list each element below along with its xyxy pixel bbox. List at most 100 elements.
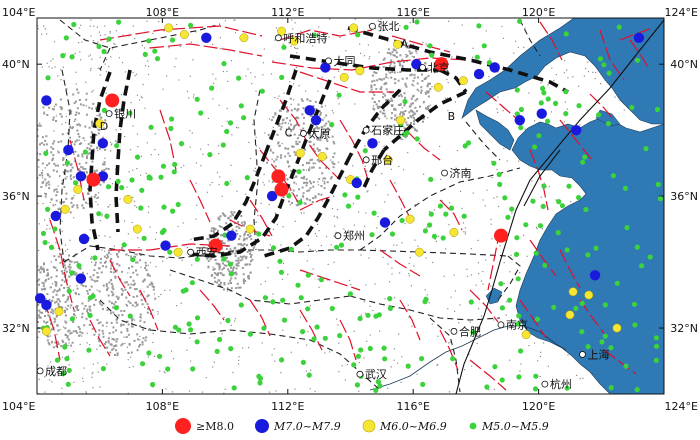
microseismic-dot (221, 240, 224, 243)
microseismic-dot (282, 226, 284, 228)
quake-m5 (66, 367, 72, 373)
microseismic-dot (422, 101, 425, 104)
microseismic-dot (52, 296, 55, 299)
quake-m5 (170, 208, 176, 214)
microseismic-dot (464, 231, 467, 233)
microseismic-dot (115, 141, 117, 143)
quake-m7 (473, 68, 485, 80)
microseismic-dot (110, 290, 113, 293)
microseismic-dot (393, 118, 396, 121)
microseismic-dot (105, 284, 108, 287)
microseismic-dot (443, 275, 445, 277)
microseismic-dot (186, 90, 188, 92)
lat-tick-label-right: 32°N (670, 322, 698, 335)
lon-tick-label-top: 124°E (665, 6, 698, 19)
microseismic-dot (294, 47, 296, 49)
microseismic-dot (420, 86, 423, 89)
microseismic-dot (448, 391, 451, 393)
microseismic-dot (112, 292, 114, 294)
quake-m5 (514, 87, 520, 93)
microseismic-dot (87, 292, 89, 295)
microseismic-dot (582, 377, 584, 379)
microseismic-dot (262, 62, 264, 64)
city-label: 邢台 (371, 153, 393, 167)
microseismic-dot (410, 51, 413, 54)
microseismic-dot (406, 54, 409, 57)
microseismic-dot (250, 251, 252, 253)
microseismic-dot (297, 342, 299, 344)
microseismic-dot (149, 262, 152, 264)
microseismic-dot (220, 226, 223, 228)
microseismic-dot (295, 66, 297, 69)
microseismic-dot (82, 166, 84, 168)
microseismic-dot (56, 324, 59, 327)
microseismic-dot (62, 340, 65, 343)
microseismic-dot (54, 318, 57, 321)
microseismic-dot (239, 255, 242, 258)
quake-m7 (78, 233, 90, 245)
microseismic-dot (277, 142, 280, 145)
quake-m5 (278, 269, 284, 275)
microseismic-dot (285, 174, 287, 176)
quake-m6 (405, 214, 415, 224)
microseismic-dot (270, 148, 272, 150)
microseismic-dot (464, 227, 466, 229)
microseismic-dot (391, 51, 394, 54)
microseismic-dot (309, 140, 312, 143)
microseismic-dot (139, 259, 142, 262)
microseismic-dot (135, 301, 138, 304)
microseismic-dot (80, 142, 83, 145)
microseismic-dot (344, 176, 347, 179)
microseismic-dot (94, 280, 97, 283)
microseismic-dot (247, 274, 250, 277)
microseismic-dot (407, 304, 409, 306)
microseismic-dot (243, 220, 246, 223)
microseismic-dot (213, 232, 216, 235)
microseismic-dot (84, 304, 87, 307)
microseismic-dot (462, 222, 465, 224)
microseismic-dot (402, 111, 405, 114)
microseismic-dot (227, 260, 230, 263)
microseismic-dot (86, 171, 88, 174)
microseismic-dot (503, 283, 505, 285)
microseismic-dot (489, 58, 491, 60)
microseismic-dot (153, 293, 156, 295)
microseismic-dot (264, 132, 266, 134)
microseismic-dot (391, 273, 393, 275)
quake-m6 (349, 23, 359, 33)
microseismic-dot (38, 330, 41, 333)
microseismic-dot (296, 109, 299, 112)
microseismic-dot (300, 30, 302, 32)
quake-m5 (90, 293, 96, 299)
microseismic-dot (230, 211, 233, 213)
microseismic-dot (114, 275, 117, 278)
microseismic-dot (321, 76, 323, 78)
quake-m5 (450, 356, 456, 362)
city-marker (541, 380, 549, 388)
microseismic-dot (110, 321, 113, 324)
microseismic-dot (218, 145, 220, 147)
microseismic-dot (400, 95, 403, 98)
microseismic-dot (297, 103, 300, 106)
microseismic-dot (524, 27, 526, 29)
microseismic-dot (63, 326, 65, 328)
microseismic-dot (269, 244, 271, 246)
microseismic-dot (235, 264, 238, 267)
microseismic-dot (67, 297, 69, 300)
quake-m5 (66, 288, 72, 294)
microseismic-dot (391, 99, 394, 102)
microseismic-dot (408, 111, 411, 114)
microseismic-dot (239, 235, 242, 238)
microseismic-dot (320, 105, 323, 108)
microseismic-dot (91, 91, 93, 93)
microseismic-dot (434, 238, 436, 240)
microseismic-dot (48, 343, 51, 346)
microseismic-dot (370, 131, 372, 133)
microseismic-dot (180, 302, 182, 304)
microseismic-dot (42, 180, 45, 183)
microseismic-dot (97, 67, 99, 69)
microseismic-dot (547, 365, 549, 367)
microseismic-dot (400, 111, 402, 114)
microseismic-dot (67, 265, 70, 268)
microseismic-dot (471, 365, 473, 367)
